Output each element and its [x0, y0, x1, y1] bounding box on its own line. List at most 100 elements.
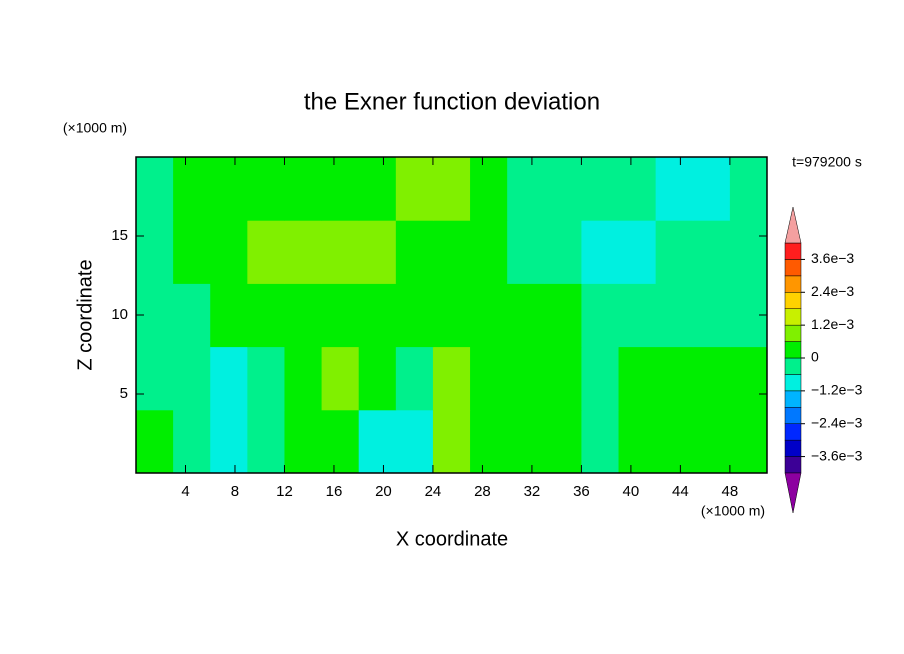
colorbar-box — [784, 357, 802, 375]
contour-cell — [284, 409, 323, 474]
contour-cell — [692, 409, 731, 474]
contour-cell — [432, 346, 471, 411]
colorbar-tick-label: −3.6e−3 — [811, 447, 863, 463]
contour-cell — [432, 157, 471, 221]
x-tick-label: 36 — [573, 483, 590, 500]
contour-cell — [284, 220, 323, 284]
colorbar-box — [784, 439, 802, 457]
contour-cell — [618, 220, 657, 284]
contour-cell — [210, 409, 248, 474]
contour-cell — [210, 346, 248, 411]
contour-cell — [395, 346, 434, 411]
contour-cell — [284, 346, 323, 411]
colorbar-tick-label: −2.4e−3 — [811, 414, 863, 430]
contour-cell — [210, 157, 248, 221]
contour-cell — [470, 157, 508, 221]
contour-cell — [173, 346, 211, 411]
contour-cell — [321, 283, 360, 348]
chart-title: the Exner function deviation — [304, 88, 600, 115]
y-tick-label: 10 — [111, 306, 128, 323]
x-tick-label: 4 — [181, 483, 189, 500]
contour-cell — [173, 409, 211, 474]
contour-cell — [729, 220, 768, 284]
contour-cell — [618, 346, 657, 411]
contour-cell — [358, 220, 397, 284]
contour-cell — [470, 220, 508, 284]
x-tick-label: 24 — [425, 483, 442, 500]
contour-cell — [173, 157, 211, 221]
contour-cell — [544, 346, 582, 411]
contour-cell — [729, 157, 768, 221]
contour-cell — [432, 409, 471, 474]
contour-cell — [321, 409, 360, 474]
contour-cell — [507, 346, 545, 411]
contour-cell — [395, 409, 434, 474]
contour-cell — [136, 409, 174, 474]
contour-cell — [173, 283, 211, 348]
contour-cell — [432, 283, 471, 348]
contour-cell — [210, 220, 248, 284]
y-tick-label: 15 — [111, 227, 128, 244]
x-tick-label: 32 — [524, 483, 541, 500]
colorbar-box — [784, 242, 802, 260]
contour-cell — [655, 283, 694, 348]
contour-cell — [581, 157, 620, 221]
x-axis-label: X coordinate — [396, 528, 508, 550]
contour-cell — [358, 346, 397, 411]
contour-cell — [395, 220, 434, 284]
contour-cell — [284, 157, 323, 221]
x-tick-label: 20 — [375, 483, 392, 500]
contour-cell — [395, 283, 434, 348]
x-tick-label: 28 — [474, 483, 491, 500]
y-unit: (×1000 m) — [63, 120, 127, 136]
x-tick-label: 12 — [276, 483, 293, 500]
contour-cell — [136, 220, 174, 284]
y-axis-label: Z coordinate — [74, 259, 96, 370]
x-tick-label: 48 — [722, 483, 739, 500]
x-tick-label: 40 — [623, 483, 640, 500]
contour-cell — [729, 409, 768, 474]
colorbar-box — [784, 292, 802, 309]
colorbar-under — [784, 472, 802, 514]
contour-cell — [729, 346, 768, 411]
contour-cell — [321, 220, 360, 284]
colorbar-box — [784, 423, 802, 441]
contour-cell — [655, 157, 694, 221]
colorbar-box — [784, 341, 802, 359]
contour-cell — [692, 220, 731, 284]
colorbar-over — [784, 206, 802, 244]
contour-cell — [470, 346, 508, 411]
contour-cell — [655, 409, 694, 474]
contour-cell — [358, 157, 397, 221]
colorbar-tick-label: 2.4e−3 — [811, 283, 854, 299]
colorbar-tick-label: −1.2e−3 — [811, 382, 863, 398]
contour-cell — [470, 283, 508, 348]
contour-cell — [544, 283, 582, 348]
contour-cell — [284, 283, 323, 348]
contour-cell — [581, 220, 620, 284]
contour-cell — [544, 409, 582, 474]
contour-cell — [544, 157, 582, 221]
colorbar-box — [784, 374, 802, 392]
colorbar-tick-label: 0 — [811, 349, 819, 365]
contour-cell — [618, 157, 657, 221]
colorbar-box — [784, 456, 802, 474]
contour-cell — [618, 283, 657, 348]
contour-cell — [247, 220, 285, 284]
colorbar-tick-label: 3.6e−3 — [811, 250, 854, 266]
contour-cell — [247, 157, 285, 221]
contour-cell — [358, 283, 397, 348]
contour-cell — [136, 346, 174, 411]
contour-cell — [136, 157, 174, 221]
contour-cell — [507, 283, 545, 348]
contour-cell — [655, 220, 694, 284]
contour-cell — [507, 220, 545, 284]
x-tick-label: 8 — [231, 483, 239, 500]
colorbar-box — [784, 259, 802, 277]
colorbar-box — [784, 407, 802, 424]
contour-cell — [247, 346, 285, 411]
contour-cell — [432, 220, 471, 284]
colorbar-box — [784, 390, 802, 408]
colorbar-box — [784, 275, 802, 293]
